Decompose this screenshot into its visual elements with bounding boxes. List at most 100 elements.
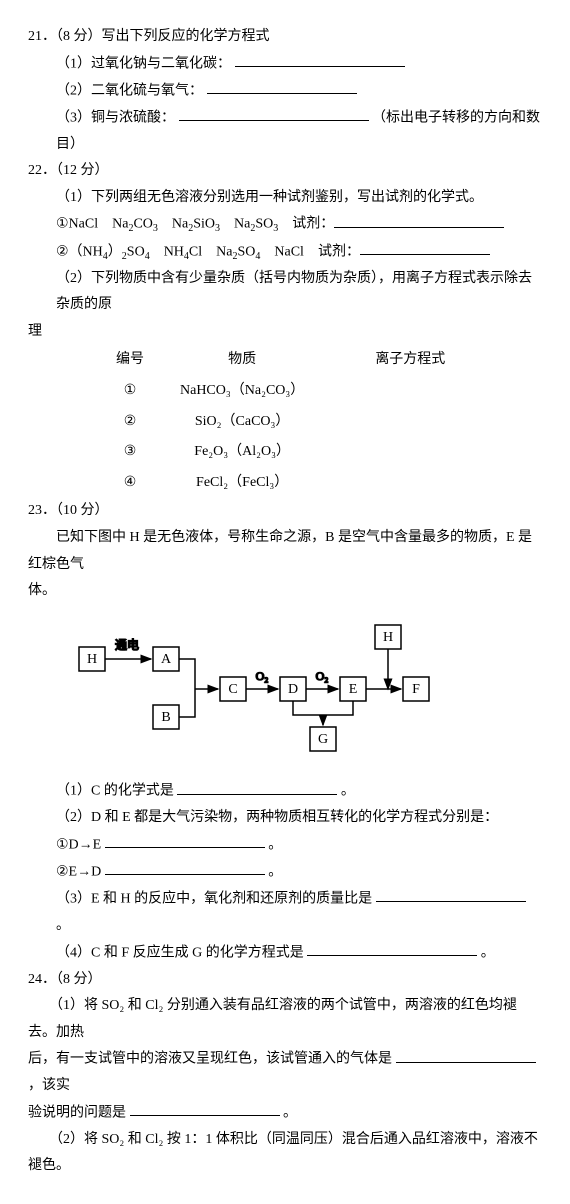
label-o2-2: O₂ [316,669,329,683]
g1-b: CO [133,217,152,232]
table-row: ① NaHCO₃（Na₂CO₃） [98,376,498,407]
g1-t: 试剂： [278,217,334,232]
blank-line[interactable] [130,1100,280,1116]
q22-group1: ①NaCl Na2CO3 Na2SiO3 Na2SO3 试剂： [28,211,542,238]
q23-p4: （4）C 和 F 反应生成 G 的化学方程式是 。 [28,940,542,967]
q22-p2b: 理 [28,319,542,346]
dot: 。 [341,784,355,799]
impurity-table: 编号 物质 离子方程式 ① NaHCO₃（Na₂CO₃） ② SiO₂（CaCO… [98,345,498,498]
q23-p2a-text: ①D→E [56,837,101,852]
q24-p2: （2）将 SO₂ 和 Cl₂ 按 1：1 体积比（同温同压）混合后通入品红溶液中… [28,1127,542,1180]
dot: 。 [268,837,282,852]
dot: 。 [481,945,495,960]
th-num: 编号 [98,345,162,376]
q23-p3: （3）E 和 H 的反应中，氧化剂和还原剂的质量比是 。 [28,886,542,940]
q23-p2b-text: ②E→D [56,864,101,879]
dot: 。 [268,864,282,879]
blank-line[interactable] [376,886,526,902]
cell-sub: SiO₂（CaCO₃） [162,407,322,438]
q23-p2a: ①D→E 。 [28,832,542,859]
cell-eq[interactable] [322,468,498,499]
cell-sub: FeCl₂（FeCl₃） [162,468,322,499]
q23-header: 23．（10 分） [28,498,542,525]
blank-line[interactable] [177,778,337,794]
node-F: F [412,682,420,697]
q21-item3-text: （3）铜与浓硫酸： [56,110,175,125]
q24-p1b: 后，有一支试管中的溶液又呈现红色，该试管通入的气体是 ，该实 [28,1046,542,1100]
node-C: C [228,682,237,697]
g2-f: SO [237,244,255,259]
blank-line[interactable] [105,832,265,848]
q23-p1-text: （1）C 的化学式是 [56,784,174,799]
q24-header: 24．（8 分） [28,967,542,994]
blank-line[interactable] [334,211,504,227]
cell-sub: Fe₂O₃（Al₂O₃） [162,437,322,468]
blank-line[interactable] [360,239,490,255]
q24-p1d-text: 验说明的问题是 [28,1105,126,1120]
g1-a: ①NaCl Na [56,217,128,232]
table-row: ③ Fe₂O₃（Al₂O₃） [98,437,498,468]
q23-intro2: 体。 [28,578,542,605]
q23-p2b: ②E→D 。 [28,859,542,886]
q24-p1d: 验说明的问题是 。 [28,1100,542,1127]
q24-p1c-text: ，该实 [28,1078,70,1093]
q21-item2-text: （2）二氧化硫与氧气： [56,83,203,98]
g2-a: ②（NH [56,244,103,259]
node-D: D [288,682,298,697]
blank-line[interactable] [105,859,265,875]
cell-eq[interactable] [322,376,498,407]
q23-intro1: 已知下图中 H 是无色液体，号称生命之源，B 是空气中含量最多的物质，E 是红棕… [28,525,542,578]
q22-p2: （2）下列物质中含有少量杂质（括号内物质为杂质），用离子方程式表示除去杂质的原 [28,266,542,319]
q23-p4-text: （4）C 和 F 反应生成 G 的化学方程式是 [56,945,304,960]
cell-eq[interactable] [322,407,498,438]
dot: 。 [283,1105,297,1120]
blank-line[interactable] [207,78,357,94]
dot: 。 [56,918,70,933]
node-H2: H [383,630,393,645]
th-eq: 离子方程式 [322,345,498,376]
g2-e: Cl Na [189,244,233,259]
node-B: B [161,710,170,725]
label-o2-1: O₂ [256,669,269,683]
label-electrolysis: 通电 [115,638,139,652]
q22-header: 22．（12 分） [28,158,542,185]
q22-group2: ②（NH4）2SO4 NH4Cl Na2SO4 NaCl 试剂： [28,239,542,266]
cell-num: ④ [98,468,162,499]
diagram-svg: H A B C D E F H G 通电 O₂ O₂ [77,619,457,754]
flow-diagram: H A B C D E F H G 通电 O₂ O₂ [77,619,542,765]
g1-d: SiO [193,217,215,232]
blank-line[interactable] [396,1046,536,1062]
g1-c: Na [158,217,188,232]
g2-c: SO [127,244,145,259]
q21-item3: （3）铜与浓硫酸： （标出电子转移的方向和数目） [28,105,542,159]
cell-eq[interactable] [322,437,498,468]
node-G: G [318,732,328,747]
table-head: 编号 物质 离子方程式 [98,345,498,376]
node-A: A [161,652,172,667]
cell-num: ① [98,376,162,407]
q23-p3-text: （3）E 和 H 的反应中，氧化剂和还原剂的质量比是 [56,891,372,906]
q21-item2: （2）二氧化硫与氧气： [28,78,542,105]
blank-line[interactable] [235,51,405,67]
q21-item1-text: （1）过氧化钠与二氧化碳： [56,56,231,71]
cell-num: ③ [98,437,162,468]
q23-p2: （2）D 和 E 都是大气污染物，两种物质相互转化的化学方程式分别是： [28,805,542,832]
blank-line[interactable] [307,940,477,956]
q21-header: 21．（8 分）写出下列反应的化学方程式 [28,24,542,51]
q24-p1b-text: 后，有一支试管中的溶液又呈现红色，该试管通入的气体是 [28,1052,392,1067]
blank-line[interactable] [179,105,369,121]
g2-g: NaCl 试剂： [260,244,360,259]
q22-p1: （1）下列两组无色溶液分别选用一种试剂鉴别，写出试剂的化学式。 [28,185,542,212]
table-row: ② SiO₂（CaCO₃） [98,407,498,438]
g2-b: ） [108,244,122,259]
cell-sub: NaHCO₃（Na₂CO₃） [162,376,322,407]
q23-p1: （1）C 的化学式是 。 [28,778,542,805]
g2-d: NH [150,244,184,259]
q24-p1a: （1）将 SO₂ 和 Cl₂ 分别通入装有品红溶液的两个试管中，两溶液的红色均褪… [28,993,542,1046]
table-row: ④ FeCl₂（FeCl₃） [98,468,498,499]
node-E: E [349,682,358,697]
g1-e: Na [220,217,250,232]
g1-f: SO [255,217,273,232]
node-H: H [87,652,97,667]
q21-item1: （1）过氧化钠与二氧化碳： [28,51,542,78]
